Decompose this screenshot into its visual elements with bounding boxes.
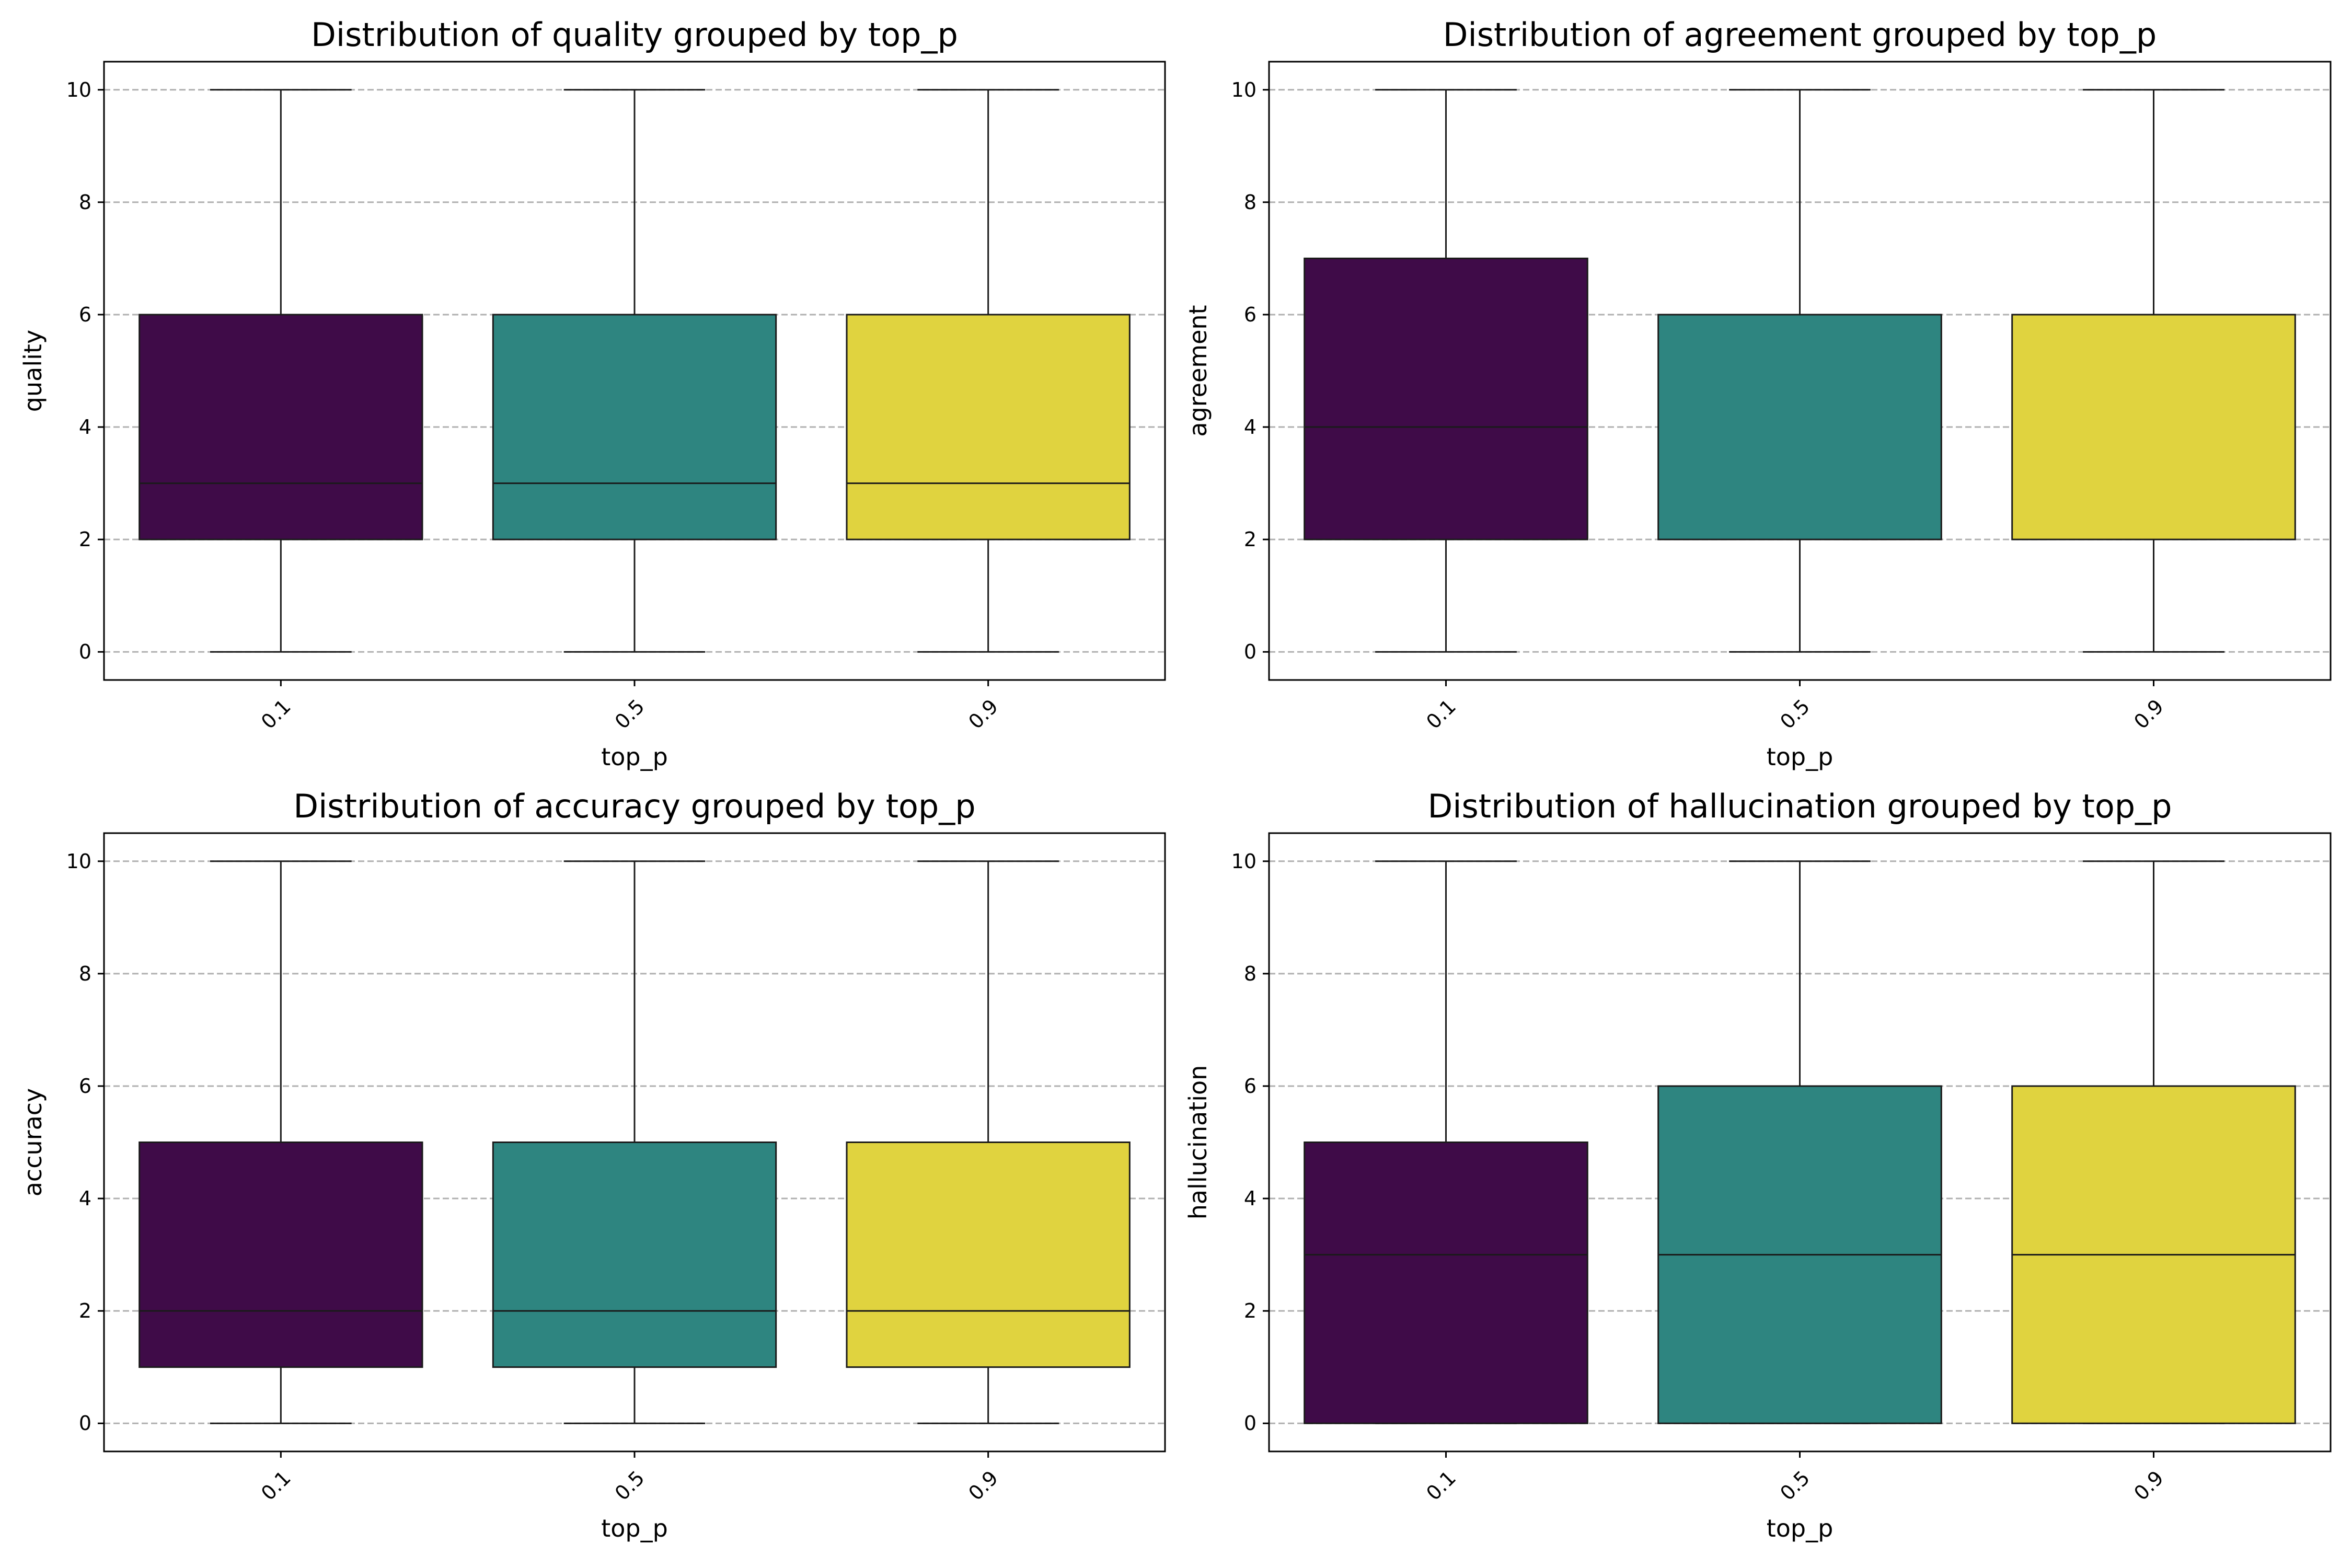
y-tick-label: 6 [79,303,91,326]
x-tick-label: 0.9 [2129,1466,2168,1505]
box-0.1 [1304,89,1588,653]
box-iqr [846,1142,1131,1368]
chart-title: Distribution of hallucination grouped by… [1428,787,2172,825]
box-0.1 [139,860,423,1424]
x-tick-label: 0.5 [1775,1466,1814,1505]
box-0.1 [1304,860,1588,1424]
y-tick-label: 10 [66,850,91,873]
y-tick-label: 4 [1244,416,1256,439]
x-tick-label: 0.9 [964,695,1002,733]
y-tick-label: 2 [1244,528,1256,551]
y-axis-label: agreement [1184,305,1212,436]
y-tick-label: 6 [1244,303,1256,326]
box-0.9 [2011,860,2296,1424]
chart-panel-4: 0 2 4 6 8 10 0.1 0.5 0.9 Distribution of hallucin… [1184,787,2332,1542]
chart-title: Distribution of agreement grouped by top… [1443,16,2157,54]
box-0.5 [1657,860,1942,1424]
y-tick-label: 10 [1231,850,1256,873]
box-0.9 [846,860,1131,1424]
chart-panel-3: 0 2 4 6 8 10 0.1 0.5 0.9 Distribution of accuracy… [19,787,1166,1542]
box-0.5 [492,89,777,653]
box-0.5 [1657,89,1942,653]
chart-panel-1: 0 2 4 6 8 10 0.1 0.5 0.9 Distribution of quality … [19,16,1166,771]
box-0.5 [492,860,777,1424]
y-tick-label: 8 [79,191,91,214]
box-iqr [492,314,777,540]
x-axis-label: top_p [1767,1514,1834,1542]
box-iqr [139,314,423,540]
box-0.9 [2011,89,2296,653]
chart-title: Distribution of accuracy grouped by top_… [293,787,975,825]
y-tick-label: 8 [1244,191,1256,214]
x-tick-label: 0.1 [1422,1466,1460,1505]
x-tick-label: 0.1 [257,695,295,733]
y-tick-label: 2 [1244,1299,1256,1322]
box-0.1 [139,89,423,653]
y-tick-label: 4 [79,1187,91,1210]
chart-panel-2: 0 2 4 6 8 10 0.1 0.5 0.9 Distribution of agreemen… [1184,16,2332,771]
box-iqr [139,1142,423,1368]
y-axis-label: quality [19,330,47,412]
y-tick-label: 0 [79,640,91,663]
x-tick-label: 0.5 [610,1466,649,1505]
y-tick-label: 4 [79,416,91,439]
chart-title: Distribution of quality grouped by top_p [311,16,958,54]
y-tick-label: 0 [79,1412,91,1435]
x-tick-label: 0.9 [2129,695,2168,733]
x-tick-label: 0.1 [1422,695,1460,733]
x-tick-label: 0.9 [964,1466,1002,1505]
x-tick-label: 0.1 [257,1466,295,1505]
y-axis-label: hallucination [1184,1065,1212,1220]
y-axis-label: accuracy [19,1088,47,1197]
y-tick-label: 2 [79,1299,91,1322]
box-iqr [492,1142,777,1368]
y-tick-label: 2 [79,528,91,551]
box-0.9 [846,89,1131,653]
y-tick-label: 8 [79,962,91,985]
x-tick-label: 0.5 [1775,695,1814,733]
x-axis-label: top_p [1767,743,1834,771]
y-tick-label: 8 [1244,962,1256,985]
y-tick-label: 6 [1244,1075,1256,1098]
x-axis-label: top_p [601,743,668,771]
box-iqr [846,314,1131,540]
y-tick-label: 0 [1244,640,1256,663]
y-tick-label: 0 [1244,1412,1256,1435]
box-iqr [1304,257,1588,540]
box-iqr [2011,314,2296,540]
y-tick-label: 4 [1244,1187,1256,1210]
x-tick-label: 0.5 [610,695,649,733]
y-tick-label: 10 [1231,78,1256,101]
box-iqr [1657,314,1942,540]
y-tick-label: 6 [79,1075,91,1098]
y-tick-label: 10 [66,78,91,101]
box-iqr [1304,1142,1588,1424]
x-axis-label: top_p [601,1514,668,1542]
